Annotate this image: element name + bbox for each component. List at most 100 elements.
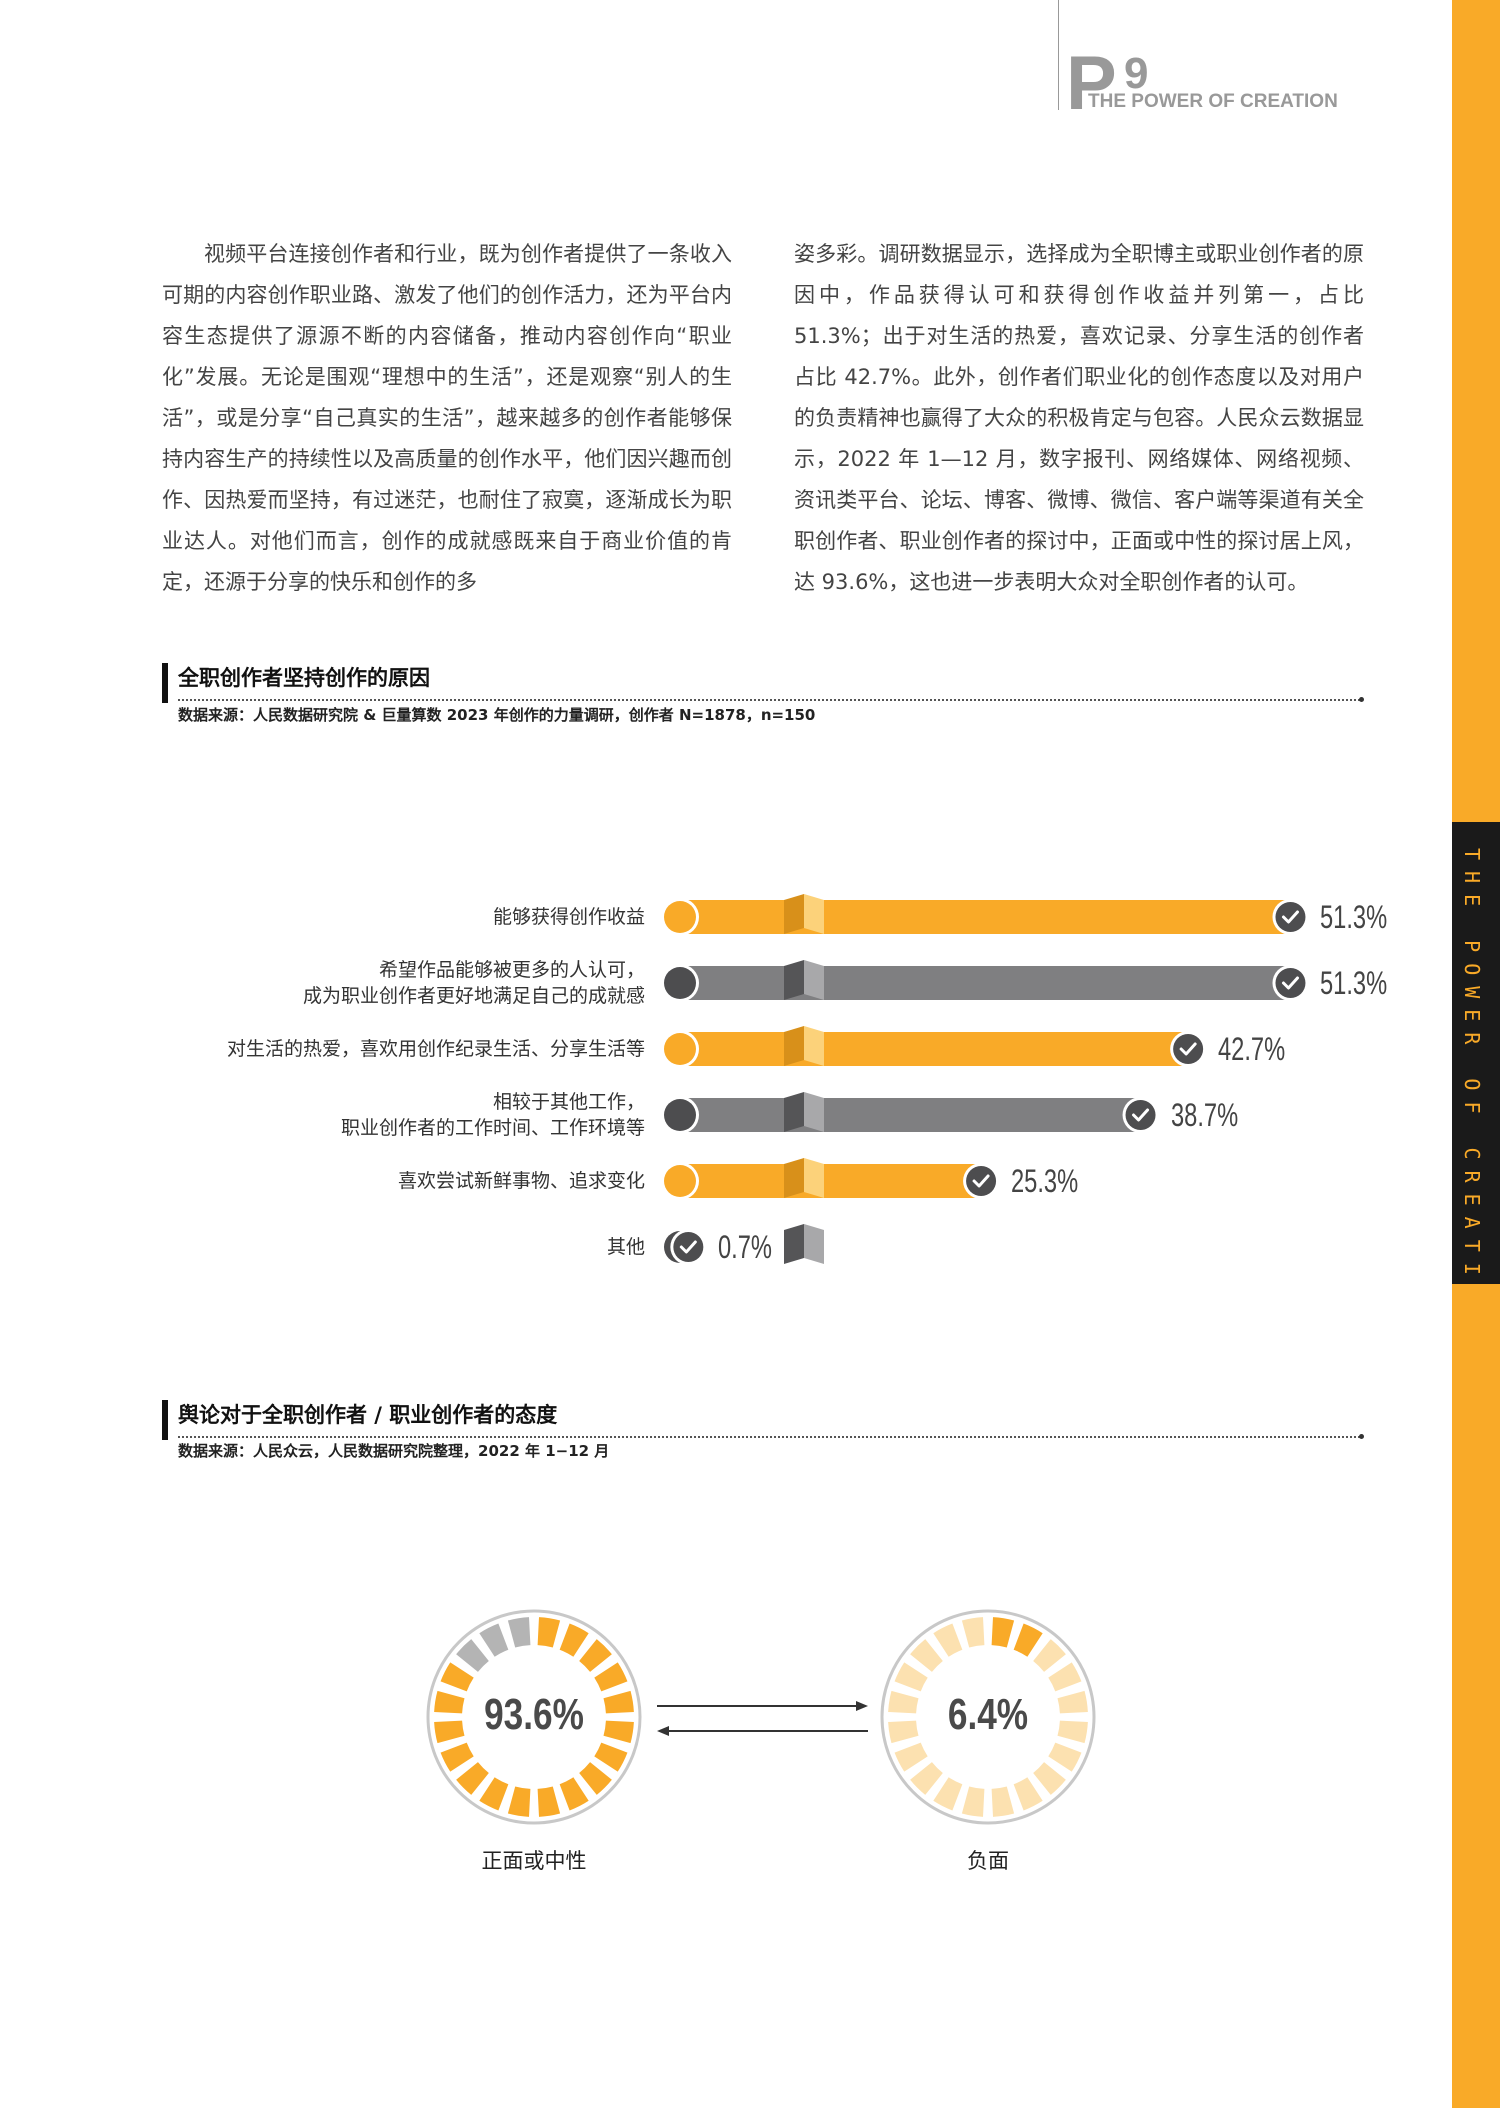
check-mark	[679, 1240, 697, 1254]
donut-segment	[961, 1786, 985, 1817]
donut-segment	[603, 1720, 634, 1744]
bar-start-dot	[664, 1033, 696, 1065]
donut-segment	[910, 1762, 943, 1795]
bar-value-label: 25.3%	[1011, 1163, 1079, 1199]
donut-segment	[579, 1639, 612, 1672]
donut-segment	[537, 1617, 561, 1648]
bar-end-ring	[1170, 1031, 1207, 1067]
bar-value-label: 51.3%	[1320, 965, 1388, 1001]
donut-segment	[434, 1690, 465, 1714]
bar-start-dot	[664, 967, 696, 999]
bar	[680, 900, 1291, 934]
section1-rule	[178, 699, 1360, 701]
section2-source: 数据来源：人民众云，人民数据研究院整理，2022 年 1−12 月	[178, 1442, 610, 1460]
donut-segment	[933, 1777, 963, 1811]
bar	[680, 1032, 1189, 1066]
arrow-right-head	[856, 1701, 868, 1711]
donut-segment	[1057, 1690, 1088, 1714]
donut-segment	[603, 1690, 634, 1714]
bar-start-ring	[661, 964, 699, 1002]
body-paragraph-right: 姿多彩。调研数据显示，选择成为全职博主或职业创作者的原因中，作品获得认可和获得创…	[794, 234, 1364, 603]
page-number: 9	[1124, 49, 1149, 98]
donut-segment	[559, 1623, 589, 1657]
bar-row-3	[661, 1026, 1207, 1068]
bar-fold-dark	[784, 960, 804, 1000]
bar-check-icon	[966, 1166, 997, 1196]
donut-segment	[888, 1720, 919, 1744]
donut-segment	[961, 1617, 985, 1648]
bar-end-ring	[963, 1163, 1000, 1199]
bar-row-5	[661, 1158, 1000, 1200]
check-mark	[1281, 910, 1299, 924]
donut-1	[426, 1609, 642, 1825]
donut-value: 6.4%	[947, 1690, 1029, 1739]
bar-category-label: 对生活的热爱，喜欢用创作纪录生活、分享生活等	[226, 1038, 645, 1060]
check-mark	[1281, 976, 1299, 990]
bar-start-dot	[664, 1099, 696, 1131]
bar-fold-light	[804, 1224, 824, 1264]
donut-segment	[1057, 1720, 1088, 1744]
donut-segment	[1033, 1639, 1066, 1672]
donut-label: 负面	[967, 1849, 1009, 1873]
bar-row-6	[661, 1224, 824, 1266]
bar-end-ring	[1122, 1097, 1159, 1133]
donut-segment	[910, 1639, 943, 1672]
donut-segment	[594, 1662, 628, 1692]
bar-check-icon	[673, 1232, 704, 1262]
bar	[680, 1230, 689, 1264]
bar-category-label: 其他	[606, 1236, 645, 1258]
donut-outer-ring	[426, 1609, 642, 1825]
donut-segment	[456, 1639, 489, 1672]
bar-category-label: 喜欢尝试新鲜事物、追求变化	[397, 1170, 645, 1192]
donut-center	[922, 1651, 1054, 1783]
bar-row-1	[661, 894, 1309, 936]
section2-rule-dot	[1359, 1434, 1364, 1439]
bar-value-label: 51.3%	[1320, 899, 1388, 935]
bar-check-icon	[1275, 902, 1306, 932]
bar-category-label: 能够获得创作收益	[492, 906, 645, 928]
donut-segment	[434, 1720, 465, 1744]
donut-segment	[537, 1786, 561, 1817]
bar-fold-dark	[784, 1026, 804, 1066]
donut-segment	[456, 1762, 489, 1795]
paragraph-left-text: 视频平台连接创作者和行业，既为创作者提供了一条收入可期的内容创作职业路、激发了他…	[162, 242, 732, 594]
bar-category-label: 相较于其他工作， 职业创作者的工作时间、工作环境等	[340, 1091, 645, 1139]
donut-segment	[991, 1786, 1015, 1817]
header-tagline: THE POWER OF CREATION	[1088, 91, 1338, 112]
side-stripe-text: THE POWER OF CREATION	[1460, 848, 1484, 1332]
donut-segment	[507, 1786, 531, 1817]
bar-end-ring	[1272, 965, 1309, 1001]
donut-segment	[440, 1742, 474, 1772]
bar-check-icon	[1125, 1100, 1156, 1130]
donut-segment	[1048, 1742, 1082, 1772]
bar-value-label: 42.7%	[1218, 1031, 1286, 1067]
bar	[680, 966, 1291, 1000]
section1-marker	[162, 663, 168, 703]
donut-label: 正面或中性	[481, 1849, 587, 1873]
header-divider	[1058, 0, 1059, 110]
donut-segment	[991, 1617, 1015, 1648]
bar-row-4	[661, 1092, 1159, 1134]
donut-segment	[594, 1742, 628, 1772]
paragraph-right-text: 姿多彩。调研数据显示，选择成为全职博主或职业创作者的原因中，作品获得认可和获得创…	[794, 242, 1364, 594]
arrow-left-head	[657, 1726, 669, 1736]
bar-start-dot	[664, 1231, 696, 1263]
bar-check-icon	[1173, 1034, 1204, 1064]
donut-segment	[507, 1617, 531, 1648]
bar-start-ring	[661, 1162, 699, 1200]
section1-source: 数据来源：人民数据研究院 & 巨量算数 2023 年创作的力量调研，创作者 N=…	[178, 706, 816, 724]
donut-segment	[894, 1662, 928, 1692]
bar-fold-light	[804, 1158, 824, 1198]
donut-segment	[888, 1690, 919, 1714]
donut-center	[468, 1651, 600, 1783]
donut-segment	[440, 1662, 474, 1692]
bar-value-label: 0.7%	[718, 1229, 773, 1265]
section1-rule-dot	[1359, 697, 1364, 702]
bar-fold-dark	[784, 1224, 804, 1264]
bar-row-2	[661, 960, 1309, 1002]
donut-outer-ring	[880, 1609, 1096, 1825]
bar-fold-dark	[784, 1158, 804, 1198]
donut-segment	[1013, 1777, 1043, 1811]
bar-start-ring	[661, 1096, 699, 1134]
bar-category-label: 希望作品能够被更多的人认可， 成为职业创作者更好地满足自己的成就感	[302, 959, 645, 1007]
